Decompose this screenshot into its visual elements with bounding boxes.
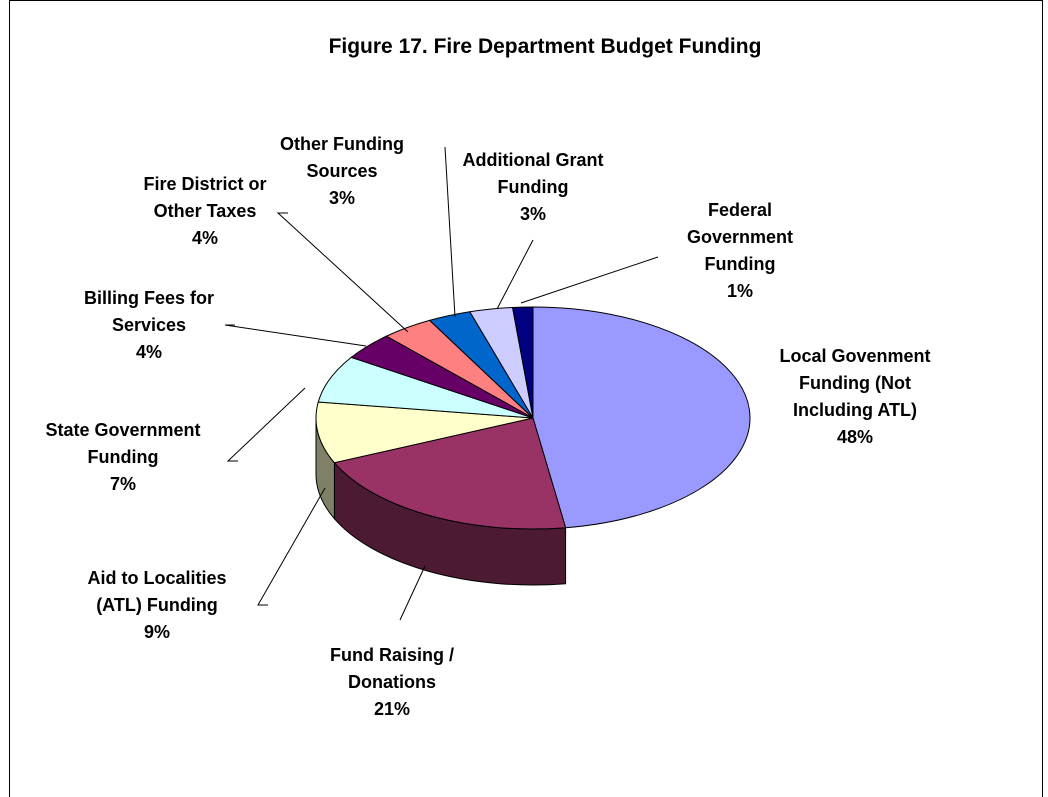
leader-line-4 [224, 324, 367, 347]
chart-title: Figure 17. Fire Department Budget Fundin… [329, 35, 762, 58]
slice-label-0: Local Govenment Funding (Not Including ATL… [779, 346, 930, 447]
pie-slice-1 [333, 417, 567, 530]
pie-slice-0 [532, 306, 751, 529]
leader-line-8 [520, 256, 659, 304]
leader-lines [224, 146, 659, 621]
slice-label-8: Federal Government Funding 1% [687, 200, 793, 301]
slice-label-1: Fund Raising / Donations 21% [330, 645, 454, 719]
slice-label-5: Fire District or Other Taxes 4% [143, 174, 266, 248]
leader-line-2 [257, 487, 326, 606]
pie-slice-8 [511, 306, 534, 419]
leader-line-6 [444, 146, 456, 318]
leader-line-1 [399, 565, 426, 621]
slice-label-3: State Government Funding 7% [45, 420, 200, 494]
pie-slices [315, 306, 751, 530]
slice-label-7: Additional Grant Funding 3% [463, 150, 604, 224]
slice-label-2: Aid to Localities (ATL) Funding 9% [87, 568, 226, 642]
slice-label-6: Other Funding Sources 3% [280, 134, 404, 208]
leader-line-7 [496, 239, 534, 310]
leader-line-5 [276, 212, 409, 333]
slice-labels: Local Govenment Funding (Not Including ATL… [45, 134, 930, 719]
chart-frame [9, 0, 1043, 797]
leader-line-3 [226, 387, 306, 462]
pie-slice-2 [315, 401, 534, 464]
slice-label-4: Billing Fees for Services 4% [84, 288, 214, 362]
